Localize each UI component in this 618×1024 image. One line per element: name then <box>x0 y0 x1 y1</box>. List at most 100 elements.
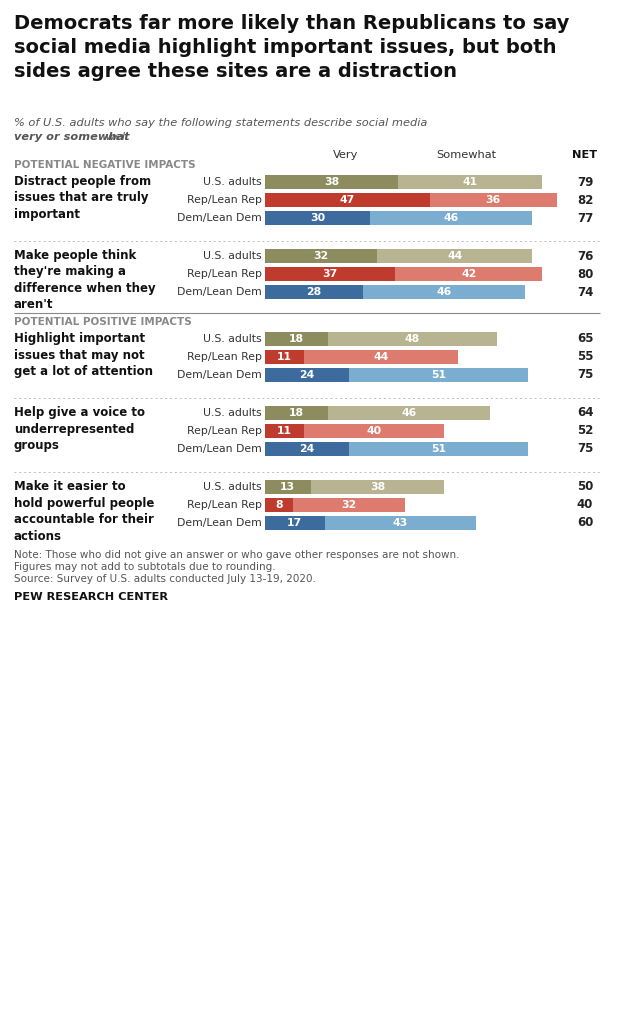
Text: 64: 64 <box>577 407 593 420</box>
Text: Rep/Lean Rep: Rep/Lean Rep <box>187 500 262 510</box>
Bar <box>328 406 490 420</box>
Text: Dem/Lean Dem: Dem/Lean Dem <box>177 518 262 528</box>
Text: 55: 55 <box>577 350 593 364</box>
Text: 47: 47 <box>340 195 355 205</box>
Text: 44: 44 <box>447 251 462 261</box>
Bar <box>430 193 557 207</box>
Bar <box>311 480 444 494</box>
Bar <box>378 249 532 263</box>
Text: 82: 82 <box>577 194 593 207</box>
Text: NET: NET <box>572 150 598 160</box>
Bar <box>303 424 444 438</box>
Bar <box>349 442 528 456</box>
Text: Figures may not add to subtotals due to rounding.: Figures may not add to subtotals due to … <box>14 562 276 572</box>
Text: Rep/Lean Rep: Rep/Lean Rep <box>187 195 262 205</box>
Bar <box>265 368 349 382</box>
Text: U.S. adults: U.S. adults <box>203 408 262 418</box>
Text: U.S. adults: U.S. adults <box>203 482 262 492</box>
Bar <box>265 516 324 530</box>
Text: 76: 76 <box>577 250 593 262</box>
Text: very or somewhat: very or somewhat <box>14 132 130 142</box>
Bar <box>265 350 303 364</box>
Bar <box>399 175 543 189</box>
Text: Rep/Lean Rep: Rep/Lean Rep <box>187 352 262 362</box>
Text: 42: 42 <box>461 269 476 279</box>
Text: U.S. adults: U.S. adults <box>203 334 262 344</box>
Text: 51: 51 <box>431 370 446 380</box>
Bar <box>265 332 328 346</box>
Text: 18: 18 <box>289 408 304 418</box>
Bar <box>265 480 311 494</box>
Bar <box>265 267 395 281</box>
Text: 60: 60 <box>577 516 593 529</box>
Bar <box>265 193 430 207</box>
Text: Distract people from
issues that are truly
important: Distract people from issues that are tru… <box>14 175 151 221</box>
Text: 77: 77 <box>577 212 593 224</box>
Text: Help give a voice to
underrepresented
groups: Help give a voice to underrepresented gr… <box>14 406 145 452</box>
Bar <box>293 498 405 512</box>
Bar <box>265 498 293 512</box>
Bar <box>265 285 363 299</box>
Text: 75: 75 <box>577 442 593 456</box>
Bar <box>395 267 543 281</box>
Text: 46: 46 <box>444 213 459 223</box>
Text: 80: 80 <box>577 267 593 281</box>
Text: Make people think
they're making a
difference when they
aren't: Make people think they're making a diffe… <box>14 249 156 311</box>
Text: 75: 75 <box>577 369 593 382</box>
Bar <box>265 442 349 456</box>
Bar <box>265 211 370 225</box>
Text: 74: 74 <box>577 286 593 299</box>
Text: 52: 52 <box>577 425 593 437</box>
Text: 37: 37 <box>323 269 337 279</box>
Text: Dem/Lean Dem: Dem/Lean Dem <box>177 287 262 297</box>
Text: well: well <box>102 132 128 142</box>
Text: 65: 65 <box>577 333 593 345</box>
Text: 28: 28 <box>307 287 322 297</box>
Bar <box>324 516 476 530</box>
Text: 40: 40 <box>577 499 593 512</box>
Bar <box>265 406 328 420</box>
Bar <box>363 285 525 299</box>
Text: Make it easier to
hold powerful people
accountable for their
actions: Make it easier to hold powerful people a… <box>14 480 154 543</box>
Text: 30: 30 <box>310 213 325 223</box>
Text: Rep/Lean Rep: Rep/Lean Rep <box>187 269 262 279</box>
Text: POTENTIAL NEGATIVE IMPACTS: POTENTIAL NEGATIVE IMPACTS <box>14 160 196 170</box>
Bar <box>349 368 528 382</box>
Text: 43: 43 <box>392 518 408 528</box>
Text: PEW RESEARCH CENTER: PEW RESEARCH CENTER <box>14 592 168 602</box>
Text: U.S. adults: U.S. adults <box>203 177 262 187</box>
Text: 48: 48 <box>405 334 420 344</box>
Text: 79: 79 <box>577 175 593 188</box>
Text: Rep/Lean Rep: Rep/Lean Rep <box>187 426 262 436</box>
Text: 44: 44 <box>373 352 389 362</box>
Text: 8: 8 <box>275 500 283 510</box>
Text: Very: Very <box>333 150 358 160</box>
Text: 38: 38 <box>324 177 339 187</box>
Text: 24: 24 <box>300 444 315 454</box>
Bar <box>328 332 497 346</box>
Text: 36: 36 <box>486 195 501 205</box>
Text: % of U.S. adults who say the following statements describe social media: % of U.S. adults who say the following s… <box>14 118 428 128</box>
Text: 51: 51 <box>431 444 446 454</box>
Text: 11: 11 <box>277 426 292 436</box>
Text: 11: 11 <box>277 352 292 362</box>
Bar <box>303 350 458 364</box>
Text: 40: 40 <box>366 426 381 436</box>
Text: Note: Those who did not give an answer or who gave other responses are not shown: Note: Those who did not give an answer o… <box>14 550 460 560</box>
Text: 50: 50 <box>577 480 593 494</box>
Text: Dem/Lean Dem: Dem/Lean Dem <box>177 444 262 454</box>
Text: 17: 17 <box>287 518 302 528</box>
Text: Dem/Lean Dem: Dem/Lean Dem <box>177 213 262 223</box>
Text: 32: 32 <box>313 251 329 261</box>
Text: 13: 13 <box>281 482 295 492</box>
Text: 41: 41 <box>463 177 478 187</box>
Bar <box>265 175 399 189</box>
Bar <box>265 424 303 438</box>
Text: Somewhat: Somewhat <box>436 150 497 160</box>
Text: Dem/Lean Dem: Dem/Lean Dem <box>177 370 262 380</box>
Bar <box>265 249 378 263</box>
Text: 18: 18 <box>289 334 304 344</box>
Bar <box>370 211 532 225</box>
Text: Source: Survey of U.S. adults conducted July 13-19, 2020.: Source: Survey of U.S. adults conducted … <box>14 574 316 584</box>
Text: U.S. adults: U.S. adults <box>203 251 262 261</box>
